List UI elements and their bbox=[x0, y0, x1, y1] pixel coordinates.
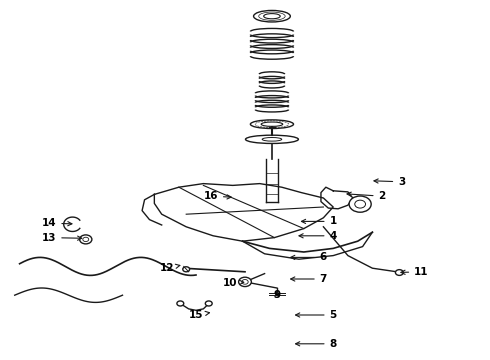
Ellipse shape bbox=[250, 120, 294, 129]
Text: 1: 1 bbox=[301, 216, 337, 226]
Ellipse shape bbox=[183, 267, 190, 272]
Text: 14: 14 bbox=[42, 218, 72, 228]
Text: 2: 2 bbox=[347, 191, 386, 201]
Text: 10: 10 bbox=[223, 278, 244, 288]
Text: 12: 12 bbox=[159, 263, 180, 273]
Ellipse shape bbox=[245, 135, 298, 143]
Ellipse shape bbox=[264, 14, 280, 19]
Ellipse shape bbox=[79, 235, 92, 244]
Text: 6: 6 bbox=[291, 252, 327, 262]
Ellipse shape bbox=[261, 122, 283, 126]
Ellipse shape bbox=[262, 138, 282, 141]
Ellipse shape bbox=[349, 196, 371, 212]
Ellipse shape bbox=[395, 270, 403, 275]
Text: 7: 7 bbox=[291, 274, 327, 284]
Text: 5: 5 bbox=[295, 310, 337, 320]
Text: 3: 3 bbox=[374, 177, 405, 187]
Text: 9: 9 bbox=[273, 290, 280, 300]
Text: 15: 15 bbox=[189, 310, 210, 320]
Ellipse shape bbox=[205, 301, 212, 306]
Text: 16: 16 bbox=[203, 191, 231, 201]
Text: 4: 4 bbox=[299, 231, 337, 241]
Text: 8: 8 bbox=[295, 339, 337, 349]
Ellipse shape bbox=[355, 200, 366, 208]
Ellipse shape bbox=[239, 277, 251, 287]
Text: 11: 11 bbox=[401, 267, 429, 277]
Text: 13: 13 bbox=[42, 233, 82, 243]
Ellipse shape bbox=[254, 10, 290, 22]
Ellipse shape bbox=[177, 301, 184, 306]
